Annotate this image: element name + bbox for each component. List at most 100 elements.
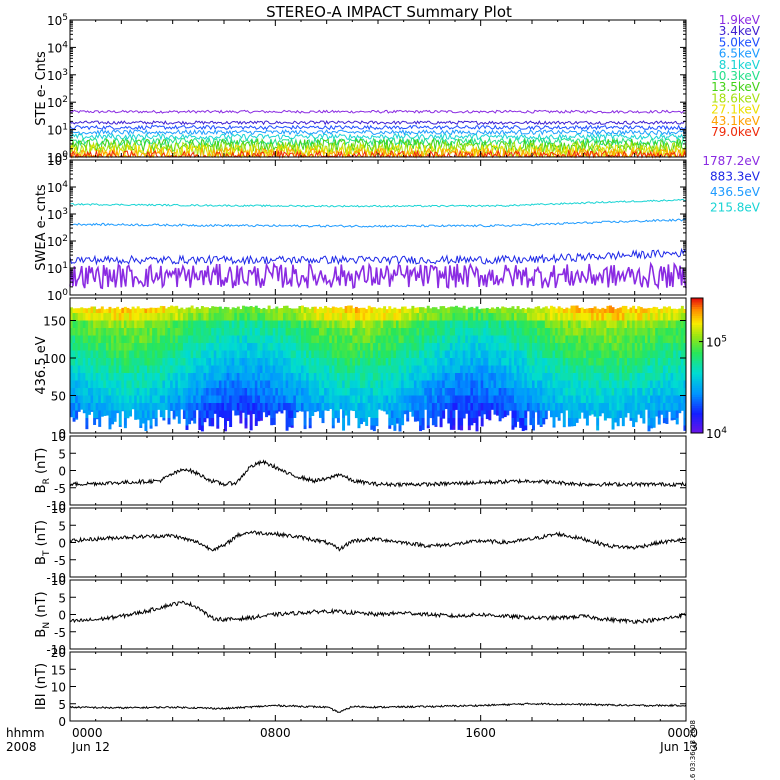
pad-cell [170, 395, 174, 403]
pad-cell [113, 395, 117, 403]
pad-cell [108, 380, 112, 388]
pad-cell [324, 350, 328, 358]
pad-cell [326, 343, 330, 351]
pad-cell [218, 328, 222, 336]
pad-cell [352, 350, 356, 358]
pad-cell [395, 380, 399, 388]
pad-cell [647, 320, 651, 328]
pad-cell [72, 350, 76, 358]
pad-cell [567, 395, 571, 403]
pad-cell [288, 388, 292, 396]
pad-cell [352, 328, 356, 336]
pad-cell [154, 313, 158, 321]
pad-cell [357, 388, 361, 396]
pad-cell [472, 418, 476, 423]
pad-cell [77, 410, 81, 412]
pad-cell [567, 410, 571, 418]
pad-cell [629, 365, 633, 373]
pad-cell [306, 307, 310, 313]
pad-cell [216, 395, 220, 403]
pad-cell [673, 403, 677, 411]
pad-cell [303, 350, 307, 358]
pad-cell [393, 313, 397, 321]
pad-cell [406, 418, 410, 422]
pad-cell [367, 380, 371, 388]
pad-cell [408, 358, 412, 366]
pad-cell [257, 343, 261, 351]
pad-cell [521, 320, 525, 328]
pad-cell [424, 388, 428, 396]
pad-cell [72, 335, 76, 343]
pad-cell [154, 410, 158, 418]
pad-cell [87, 373, 91, 381]
pad-cell [162, 343, 166, 351]
pad-cell [370, 403, 374, 411]
pad-cell [108, 306, 112, 313]
pad-cell [290, 395, 294, 403]
pad-cell [331, 373, 335, 381]
pad-cell [655, 307, 659, 313]
pad-cell [303, 320, 307, 328]
pad-cell [488, 388, 492, 396]
pad-cell [213, 358, 217, 366]
pad-cell [447, 320, 451, 328]
pad-cell [437, 388, 440, 396]
pad-cell [218, 395, 222, 403]
pad-cell [370, 395, 374, 403]
pad-cell [675, 403, 679, 411]
pad-cell [444, 335, 448, 343]
pad-cell [326, 365, 330, 373]
pad-cell [336, 307, 340, 313]
pad-cell [116, 395, 120, 403]
swea-ytick-label: 103 [47, 207, 68, 222]
pad-cell [501, 313, 505, 321]
pad-cell [452, 418, 456, 426]
pad-cell [329, 320, 333, 328]
pad-cell [70, 380, 73, 388]
pad-cell [395, 358, 399, 366]
pad-cell [419, 343, 423, 351]
pad-cell [449, 425, 453, 430]
pad-cell [283, 358, 286, 366]
pad-cell [493, 373, 497, 381]
pad-cell [673, 388, 677, 396]
colorbar-cell [691, 313, 703, 317]
pad-cell [190, 365, 194, 373]
pad-cell [254, 305, 258, 313]
pad-cell [493, 313, 497, 321]
pad-cell [175, 335, 179, 343]
pad-cell [270, 380, 274, 388]
pad-cell [467, 328, 471, 336]
pad-cell [229, 388, 233, 396]
pad-cell [539, 328, 543, 336]
pad-cell [406, 395, 410, 403]
pad-cell [77, 373, 81, 381]
pad-cell [470, 403, 474, 411]
pad-cell [357, 365, 361, 373]
pad-cell [90, 380, 94, 388]
pad-cell [560, 343, 564, 351]
pad-cell [108, 418, 112, 426]
pad-cell [406, 308, 410, 313]
pad-cell [537, 313, 541, 321]
pad-cell [583, 350, 587, 358]
pad-cell [190, 350, 194, 358]
pad-cell [560, 313, 564, 321]
pad-cell [616, 328, 620, 336]
pad-cell [167, 403, 171, 411]
pad-cell [324, 403, 328, 411]
pad-cell [239, 358, 243, 366]
pad-cell [470, 313, 474, 321]
pad-cell [619, 403, 623, 411]
pad-cell [647, 328, 651, 336]
pad-cell [254, 395, 258, 403]
pad-cell [521, 350, 525, 358]
pad-cell [668, 403, 671, 411]
pad-cell [103, 309, 107, 313]
pad-cell [503, 410, 507, 418]
pad-cell [147, 373, 150, 381]
pad-cell [349, 373, 353, 381]
pad-cell [313, 403, 317, 411]
pad-cell [419, 388, 423, 396]
pad-cell [131, 320, 135, 328]
